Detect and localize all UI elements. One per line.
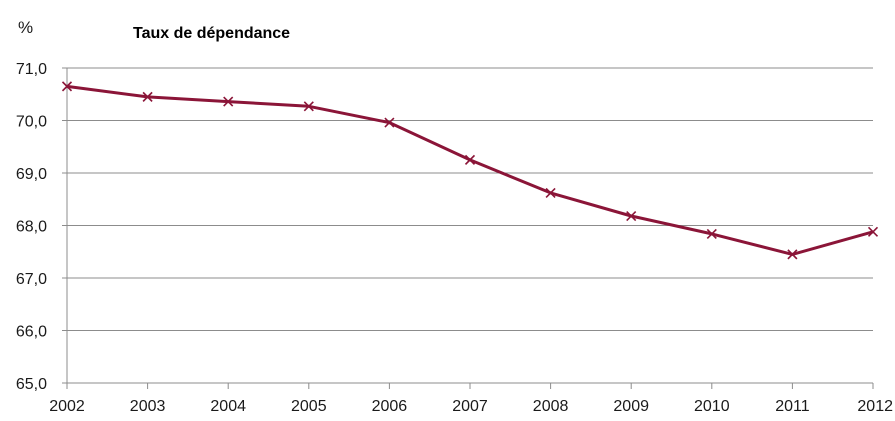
y-tick-label: 68,0 bbox=[16, 219, 47, 236]
x-tick-label: 2010 bbox=[694, 398, 730, 415]
data-point-marker bbox=[61, 81, 73, 92]
x-tick-label: 2011 bbox=[775, 398, 810, 415]
gridlines bbox=[67, 67, 873, 331]
y-tick-label: 69,0 bbox=[16, 166, 47, 183]
data-point-marker bbox=[303, 101, 314, 112]
data-point-marker bbox=[867, 226, 879, 237]
y-tick-label: 65,0 bbox=[16, 376, 47, 393]
x-tick-label: 2008 bbox=[533, 398, 569, 415]
x-tick-label: 2002 bbox=[49, 398, 85, 415]
axes bbox=[62, 67, 874, 389]
data-point-marker bbox=[706, 228, 717, 239]
data-point-marker bbox=[142, 91, 153, 102]
y-tick-label: 66,0 bbox=[16, 324, 47, 341]
x-tick-label: 2009 bbox=[613, 398, 649, 415]
x-tick-labels: 2002 2003 2004 2005 2006 2007 2008 2009 2010 2011… bbox=[49, 398, 893, 415]
x-tick-label: 2005 bbox=[291, 398, 327, 415]
x-tick-label: 2003 bbox=[130, 398, 166, 415]
y-tick-label: 67,0 bbox=[16, 271, 47, 288]
y-tick-labels: 71,0 70,0 69,0 68,0 67,0 66,0 65,0 bbox=[16, 61, 47, 393]
data-point-marker bbox=[384, 117, 395, 128]
x-tick-label: 2007 bbox=[452, 398, 488, 415]
data-point-marker bbox=[464, 154, 476, 165]
y-tick-label: 71,0 bbox=[16, 61, 47, 78]
data-point-marker bbox=[223, 96, 234, 107]
x-tick-label: 2006 bbox=[372, 398, 408, 415]
data-point-marker bbox=[545, 187, 556, 199]
chart-title: Taux de dépendance bbox=[133, 25, 290, 42]
y-unit-label: % bbox=[18, 18, 33, 37]
data-point-marker bbox=[626, 210, 637, 222]
x-tick-label: 2004 bbox=[210, 398, 246, 415]
x-tick-label: 2012 bbox=[857, 398, 893, 415]
series-group bbox=[61, 81, 879, 260]
data-point-marker bbox=[787, 249, 798, 260]
series-line bbox=[66, 84, 874, 256]
y-tick-label: 70,0 bbox=[16, 114, 47, 131]
